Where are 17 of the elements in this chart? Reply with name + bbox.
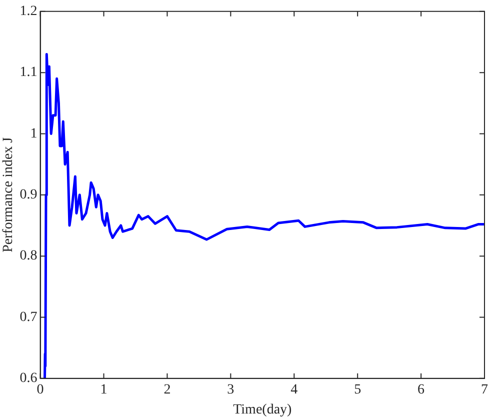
y-tick-label: 1 <box>30 126 38 142</box>
y-tick-label: 0.8 <box>20 248 38 264</box>
x-tick-label: 4 <box>290 382 298 398</box>
x-tick-label: 2 <box>164 382 171 398</box>
y-axis-title: Performance index J <box>1 136 16 252</box>
x-tick-label: 1 <box>100 382 108 398</box>
y-tick-label: 0.7 <box>20 310 38 325</box>
y-tick-label: 0.9 <box>20 188 38 203</box>
x-tick-label: 0 <box>36 382 44 398</box>
y-tick-label: 1.2 <box>20 4 38 20</box>
x-tick-label: 3 <box>227 382 234 398</box>
x-axis-title: Time(day) <box>233 402 292 418</box>
y-tick-label: 1.1 <box>20 65 38 80</box>
y-tick-label: 0.6 <box>20 371 38 386</box>
x-tick-label: 6 <box>418 382 425 398</box>
x-tick-label: 7 <box>481 382 488 398</box>
x-tick-label: 5 <box>354 382 362 398</box>
